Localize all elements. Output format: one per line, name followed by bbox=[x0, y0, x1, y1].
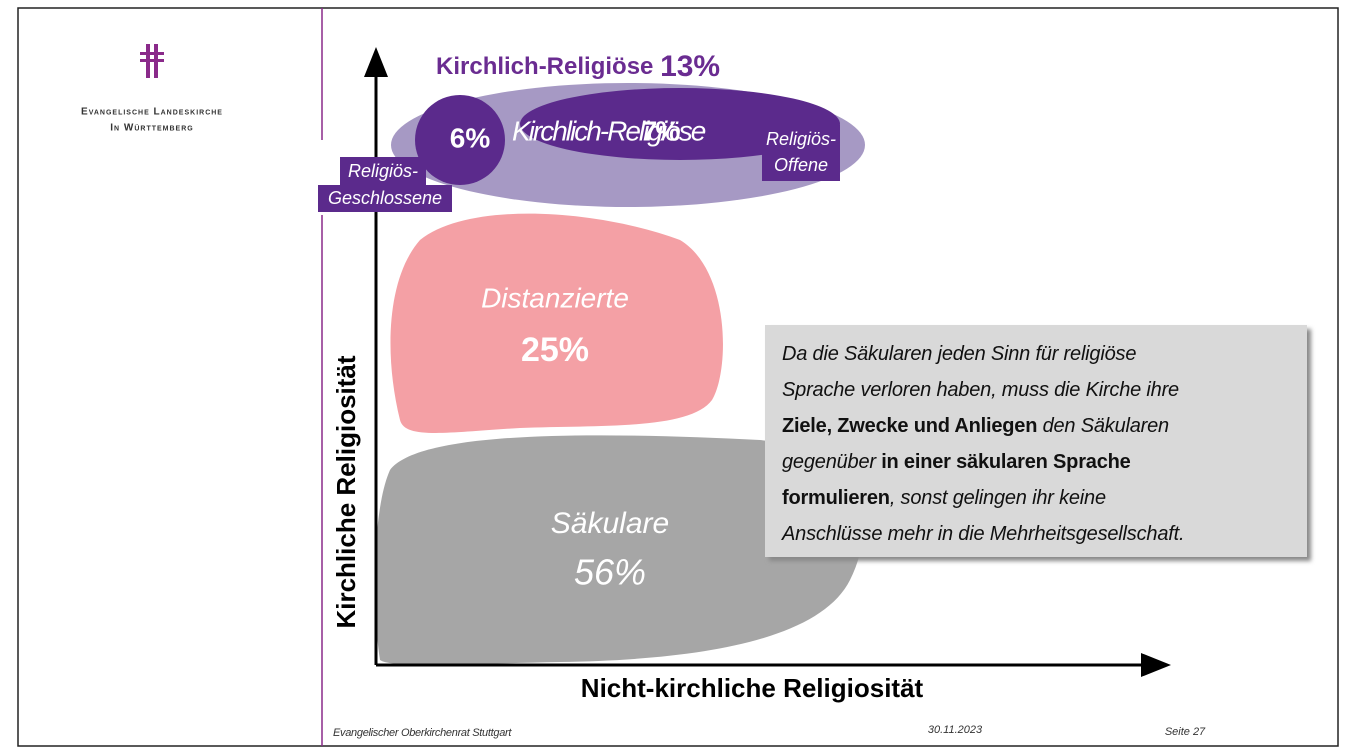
footer-page: Seite 27 bbox=[1165, 726, 1206, 738]
secular-name: Säkulare bbox=[551, 507, 669, 540]
group-name: Kirchlich-Religiöse bbox=[436, 53, 653, 80]
quote-run: Anschlüsse mehr in die Mehrheitsgesellsc… bbox=[781, 523, 1184, 545]
quote-line: gegenüber in einer säkularen Sprache bbox=[782, 451, 1131, 473]
quote-run: in einer säkularen Sprache bbox=[881, 451, 1130, 473]
closed-circle bbox=[415, 95, 505, 185]
quote-run: , sonst gelingen ihr keine bbox=[890, 487, 1106, 509]
distanced-name: Distanzierte bbox=[481, 282, 629, 313]
open-share: 7% bbox=[642, 115, 681, 146]
closed-label-box bbox=[318, 185, 452, 212]
open-ellipse bbox=[520, 88, 840, 160]
quote-run: Da die Säkularen jeden Sinn für religiös… bbox=[782, 343, 1136, 365]
quote-run: gegenüber bbox=[782, 451, 881, 473]
quote-run: den Säkularen bbox=[1037, 415, 1169, 437]
quote-line: Da die Säkularen jeden Sinn für religiös… bbox=[782, 343, 1136, 365]
quote-line: formulieren, sonst gelingen ihr keine bbox=[782, 487, 1106, 509]
closed-share: 6% bbox=[450, 122, 491, 153]
logo-cross bbox=[140, 44, 164, 78]
quote-run: Sprache verloren haben, muss die Kirche … bbox=[782, 379, 1179, 401]
footer-date: 30.11.2023 bbox=[928, 724, 983, 736]
distanced-blob bbox=[390, 213, 723, 433]
top-group-title: Kirchlich-Religiöse 13% bbox=[436, 50, 720, 83]
quote-run: Ziele, Zwecke und Anliegen bbox=[782, 415, 1037, 437]
secular-blob bbox=[374, 435, 863, 665]
quote-line: Sprache verloren haben, muss die Kirche … bbox=[782, 379, 1179, 401]
open-name: Kirchlich-Religiöse bbox=[512, 115, 706, 146]
x-axis-label: Nicht-kirchliche Religiosität bbox=[581, 673, 924, 703]
closed-label-box bbox=[340, 157, 426, 185]
quote-run: formulieren bbox=[782, 487, 890, 509]
y-axis-label: Kirchliche Religiosität bbox=[331, 355, 361, 628]
logo-text: Evangelische Landeskirche bbox=[81, 107, 223, 118]
open-label-box bbox=[762, 125, 840, 181]
secular-share: 56% bbox=[574, 552, 646, 593]
closed-label: Geschlossene bbox=[328, 188, 442, 208]
group-share: 13% bbox=[660, 50, 720, 83]
closed-label: Religiös- bbox=[348, 161, 418, 181]
quote-line: Anschlüsse mehr in die Mehrheitsgesellsc… bbox=[781, 523, 1184, 545]
quote-line: Ziele, Zwecke und Anliegen den Säkularen bbox=[782, 415, 1169, 437]
quote-box bbox=[765, 325, 1307, 557]
distanced-share: 25% bbox=[521, 331, 589, 369]
logo-text: In Württemberg bbox=[110, 123, 193, 134]
footer-left: Evangelischer Oberkirchenrat Stuttgart bbox=[333, 727, 512, 739]
open-label: Offene bbox=[774, 155, 828, 175]
quote-text: Da die Säkularen jeden Sinn für religiös… bbox=[781, 343, 1185, 545]
frame bbox=[17, 7, 1339, 747]
open-label: Religiös- bbox=[766, 129, 836, 149]
